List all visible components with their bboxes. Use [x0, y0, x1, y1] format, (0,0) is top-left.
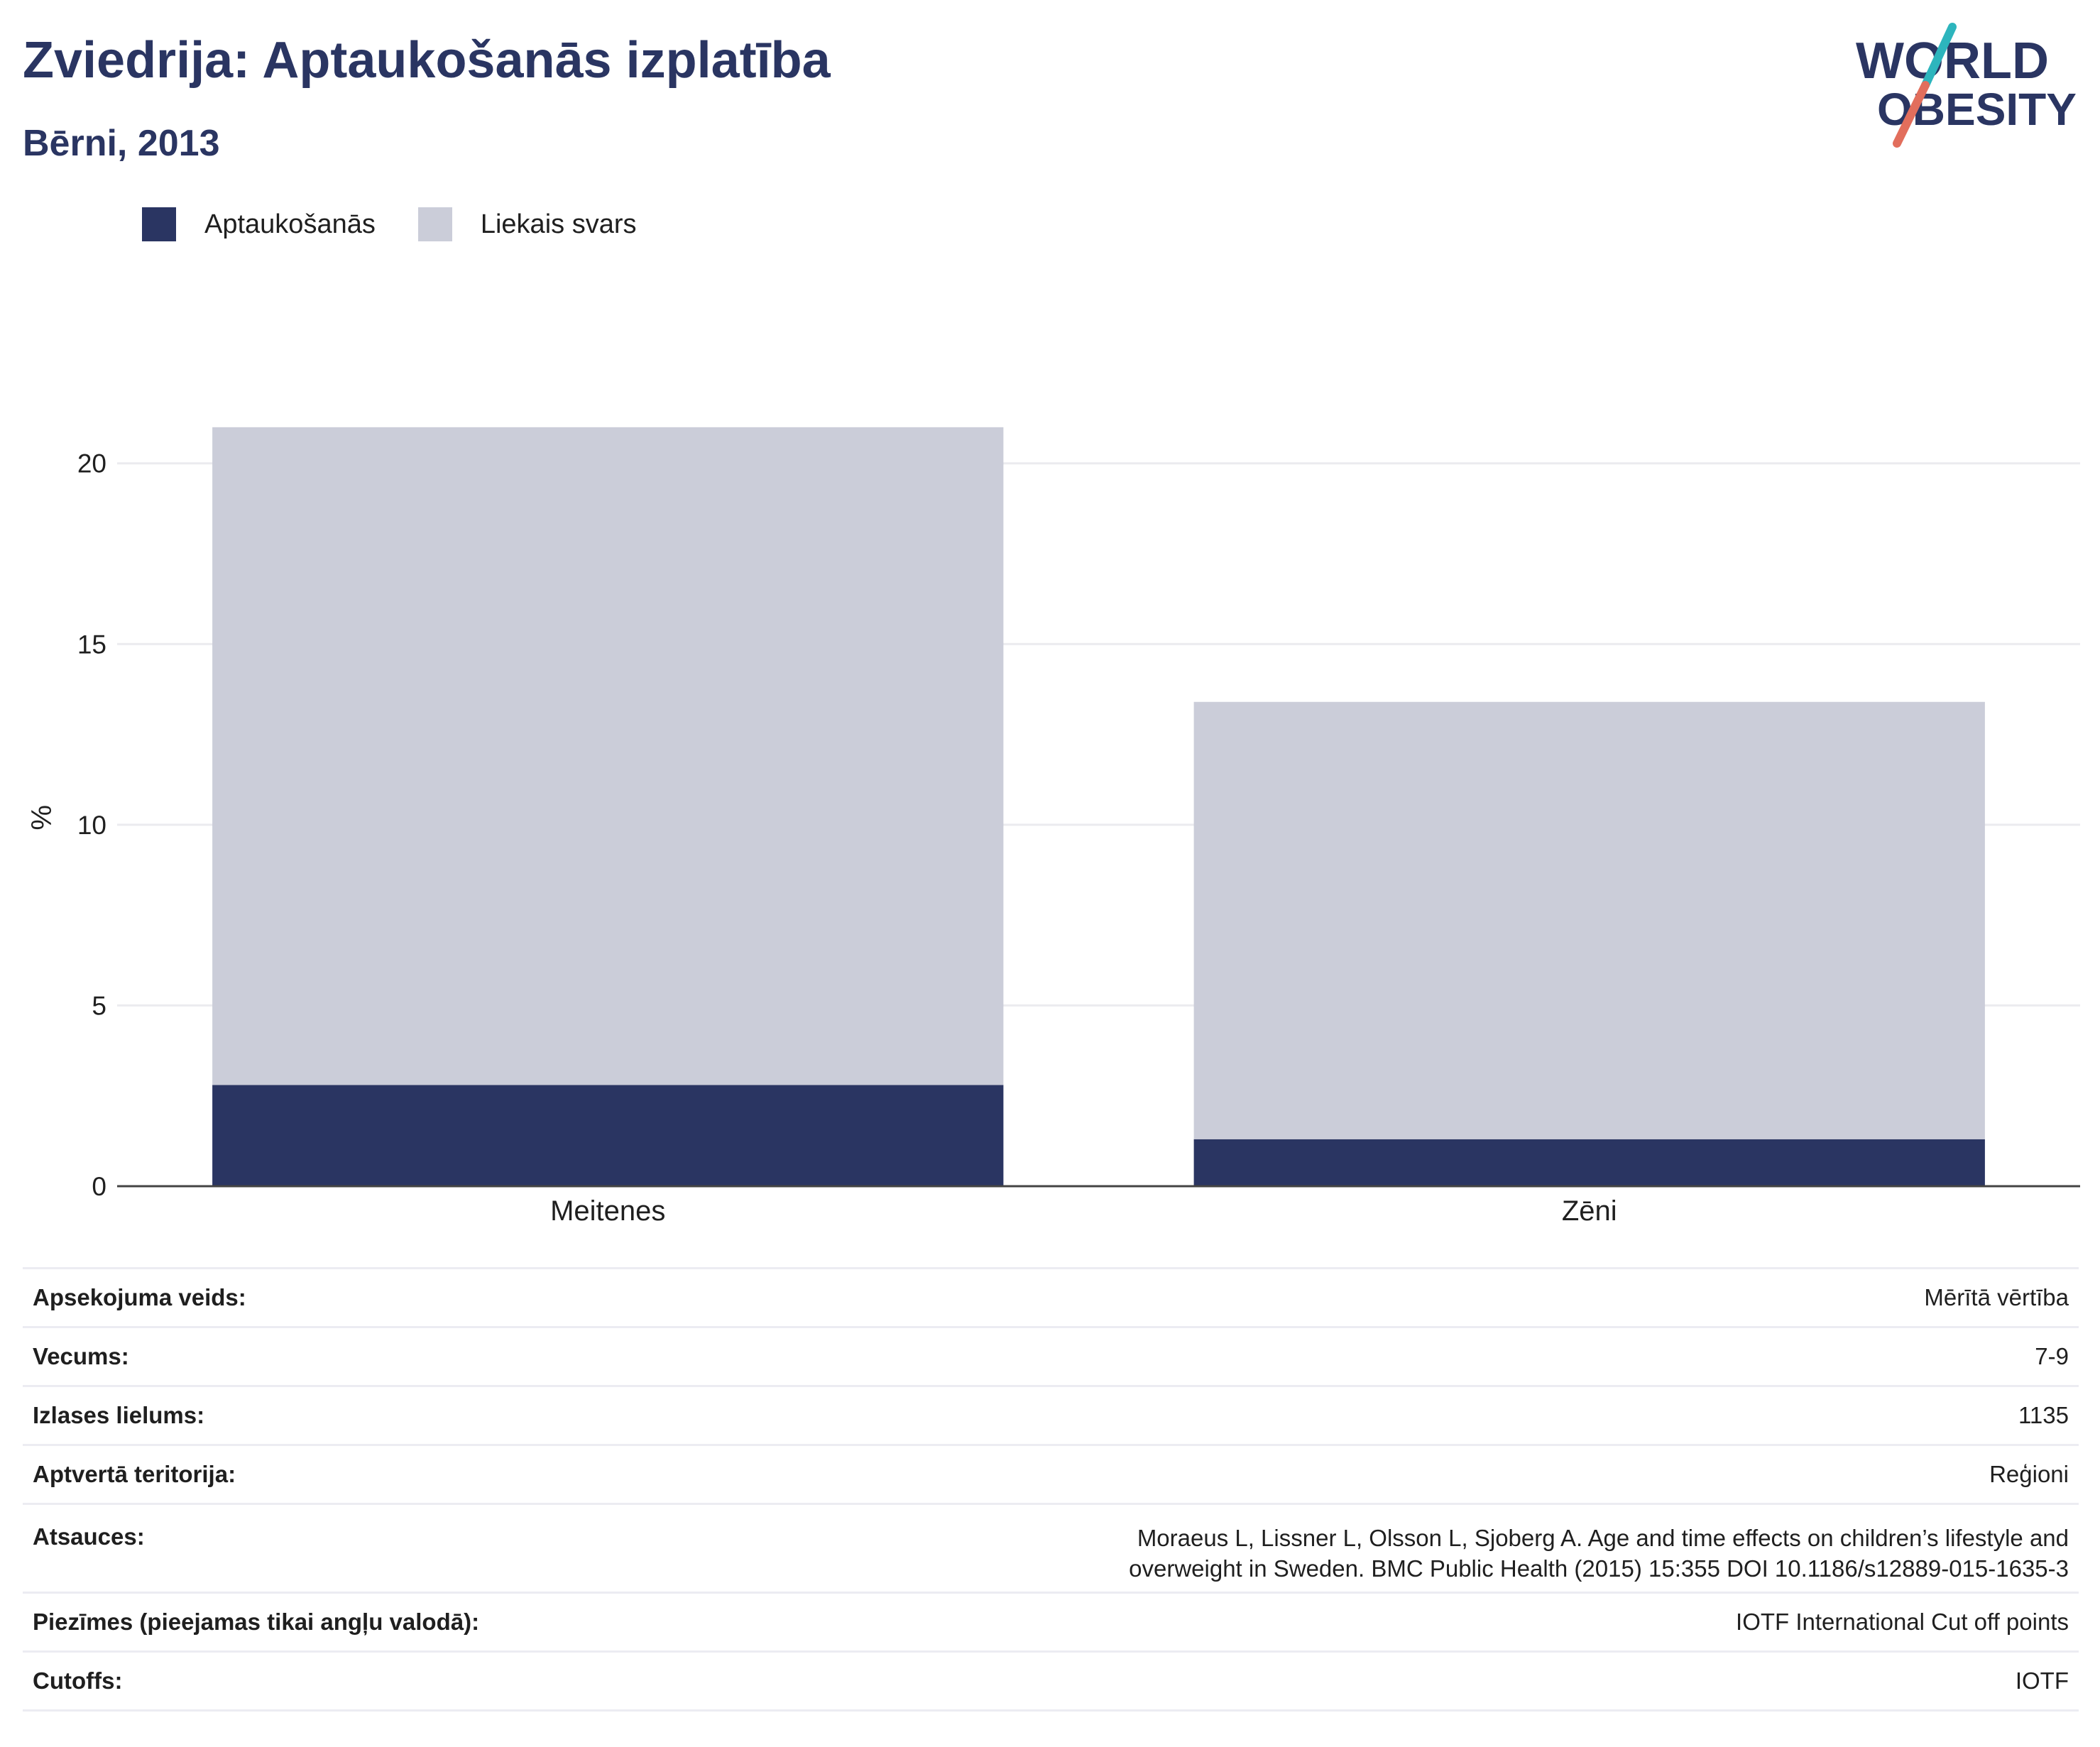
info-key: Piezīmes (pieejamas tikai angļu valodā): — [23, 1592, 490, 1652]
info-key: Atsauces: — [23, 1503, 490, 1593]
info-value: IOTF International Cut off points — [489, 1592, 2079, 1652]
y-tick-label: 5 — [92, 991, 106, 1020]
info-key: Izlases lielums: — [23, 1385, 490, 1445]
info-row: Vecums: 7-9 — [23, 1326, 2079, 1386]
info-row: Apsekojuma veids: Mērītā vērtība — [23, 1267, 2079, 1327]
info-value: Mērītā vērtība — [489, 1267, 2079, 1327]
world-obesity-logo: WORLD OBESITY — [1856, 23, 2077, 148]
x-tick-label: Zēni — [1562, 1195, 1617, 1227]
info-key: Apsekojuma veids: — [23, 1267, 490, 1327]
info-value: 7-9 — [489, 1326, 2079, 1386]
chart-title: Zviedrija: Aptaukošanās izplatība — [23, 32, 831, 89]
y-tick-label: 10 — [77, 811, 106, 840]
info-row: Aptvertā teritorija: Reģioni — [23, 1444, 2079, 1504]
legend-item-obesity[interactable]: Aptaukošanās — [142, 207, 376, 241]
info-row: Izlases lielums: 1135 — [23, 1385, 2079, 1445]
bar-chart: 0 5 10 15 20% Meitenes Zēni — [26, 427, 2080, 1227]
legend-item-overweight[interactable]: Liekais svars — [417, 207, 637, 241]
legend-label-overweight: Liekais svars — [480, 209, 637, 239]
info-key: Cutoffs: — [23, 1650, 490, 1712]
info-value: Reģioni — [489, 1444, 2079, 1504]
x-tick-label: Meitenes — [550, 1195, 665, 1227]
info-key: Aptvertā teritorija: — [23, 1444, 490, 1504]
chart-subtitle: Bērni, 2013 — [23, 123, 220, 164]
info-value: 1135 — [489, 1385, 2079, 1445]
y-tick-label: 20 — [77, 449, 106, 478]
y-tick-label: 0 — [92, 1172, 106, 1201]
info-table: Apsekojuma veids: Mērītā vērtība Vecums: 7-… — [23, 1267, 2079, 1712]
info-row: Piezīmes (pieejamas tikai angļu valodā):… — [23, 1592, 2079, 1652]
legend-swatch-obesity — [142, 207, 176, 241]
y-axis-label: % — [26, 805, 58, 831]
logo-slash-teal — [1921, 23, 1957, 89]
bar-obesity[interactable] — [1193, 1139, 1985, 1186]
info-value: Moraeus L, Lissner L, Olsson L, Sjoberg … — [489, 1503, 2079, 1593]
chart-legend: Aptaukošanās Liekais svars — [142, 207, 679, 241]
logo-slash-coral — [1893, 81, 1930, 148]
info-row: Cutoffs: IOTF — [23, 1650, 2079, 1712]
legend-swatch-overweight — [417, 207, 452, 241]
bar-obesity[interactable] — [212, 1085, 1004, 1186]
legend-label-obesity: Aptaukošanās — [204, 209, 376, 239]
bar-overweight[interactable] — [212, 427, 1004, 1085]
y-tick-label: 15 — [77, 630, 106, 659]
info-key: Vecums: — [23, 1326, 490, 1386]
info-value: IOTF — [489, 1650, 2079, 1712]
bar-overweight[interactable] — [1193, 701, 1985, 1139]
info-row: Atsauces: Moraeus L, Lissner L, Olsson L,… — [23, 1503, 2079, 1593]
logo-word-world: WORLD — [1856, 33, 2049, 89]
